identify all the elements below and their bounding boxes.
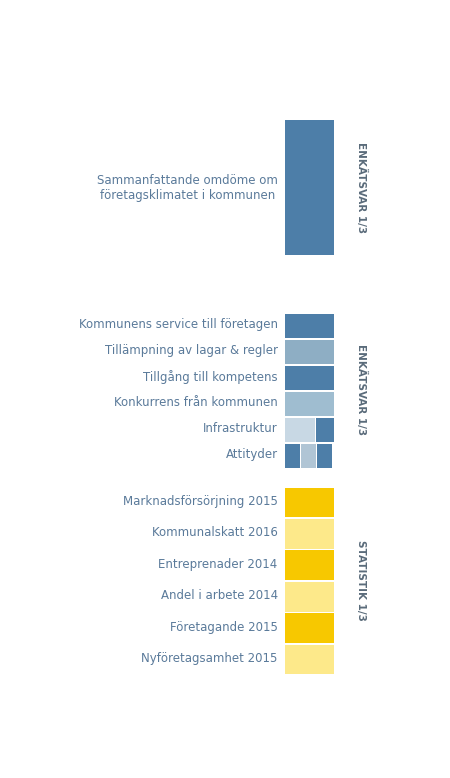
FancyBboxPatch shape xyxy=(285,443,300,468)
FancyBboxPatch shape xyxy=(285,391,333,416)
Text: ENKÄTSVAR 1/3: ENKÄTSVAR 1/3 xyxy=(356,345,367,436)
FancyBboxPatch shape xyxy=(285,314,333,338)
Text: Företagande 2015: Företagande 2015 xyxy=(170,621,278,634)
Text: Attityder: Attityder xyxy=(225,448,278,461)
Text: Sammanfattande omdöme om
företagsklimatet i kommunen: Sammanfattande omdöme om företagsklimate… xyxy=(97,173,278,202)
Text: ENKÄTSVAR 1/3: ENKÄTSVAR 1/3 xyxy=(356,142,367,233)
Text: Infrastruktur: Infrastruktur xyxy=(203,422,278,436)
FancyBboxPatch shape xyxy=(285,340,333,364)
FancyBboxPatch shape xyxy=(285,418,315,442)
FancyBboxPatch shape xyxy=(285,645,333,675)
FancyBboxPatch shape xyxy=(285,488,333,517)
FancyBboxPatch shape xyxy=(317,443,332,468)
FancyBboxPatch shape xyxy=(285,519,333,548)
FancyBboxPatch shape xyxy=(285,121,333,255)
FancyBboxPatch shape xyxy=(285,613,333,643)
FancyBboxPatch shape xyxy=(285,366,333,390)
Text: Kommunens service till företagen: Kommunens service till företagen xyxy=(79,318,278,331)
Text: STATISTIK 1/3: STATISTIK 1/3 xyxy=(356,540,366,621)
FancyBboxPatch shape xyxy=(301,443,316,468)
FancyBboxPatch shape xyxy=(285,551,333,580)
Text: Nyföretagsamhet 2015: Nyföretagsamhet 2015 xyxy=(141,652,278,665)
FancyBboxPatch shape xyxy=(285,582,333,612)
Text: Tillämpning av lagar & regler: Tillämpning av lagar & regler xyxy=(105,345,278,357)
Text: Konkurrens från kommunen: Konkurrens från kommunen xyxy=(114,396,278,409)
Text: Andel i arbete 2014: Andel i arbete 2014 xyxy=(161,589,278,602)
FancyBboxPatch shape xyxy=(316,418,333,442)
Text: Marknadsförsörjning 2015: Marknadsförsörjning 2015 xyxy=(123,495,278,508)
Text: Entreprenader 2014: Entreprenader 2014 xyxy=(158,558,278,571)
Text: Kommunalskatt 2016: Kommunalskatt 2016 xyxy=(152,527,278,539)
Text: Tillgång till kompetens: Tillgång till kompetens xyxy=(143,370,278,384)
